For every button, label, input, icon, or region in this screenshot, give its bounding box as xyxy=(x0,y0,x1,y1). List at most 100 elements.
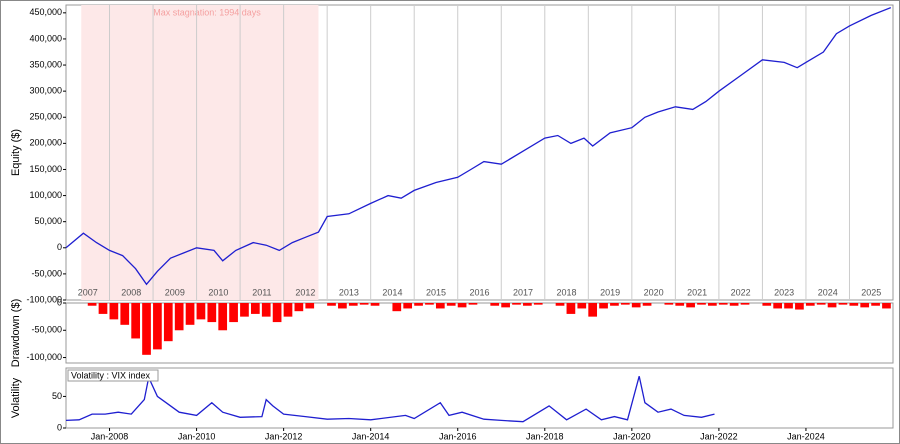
year-label: 2019 xyxy=(600,287,620,297)
y-tick-label: 100,000 xyxy=(29,190,62,200)
year-label: 2024 xyxy=(818,287,838,297)
bar xyxy=(261,303,271,317)
year-label: 2009 xyxy=(165,287,185,297)
stagnation-span xyxy=(81,5,319,300)
bar xyxy=(446,303,456,306)
year-label: 2015 xyxy=(426,287,446,297)
bar xyxy=(414,303,423,306)
year-label: 2023 xyxy=(774,287,794,297)
bar xyxy=(142,303,151,355)
bar xyxy=(533,303,543,305)
bar xyxy=(501,303,510,308)
bar xyxy=(153,303,162,350)
bar xyxy=(250,303,260,314)
y-tick-label: 0 xyxy=(57,242,62,252)
bar xyxy=(816,303,826,305)
x-tick-label: Jan-2020 xyxy=(613,431,651,441)
bar xyxy=(272,303,282,323)
x-tick-label: Jan-2024 xyxy=(787,431,825,441)
year-label: 2010 xyxy=(208,287,228,297)
bar xyxy=(871,303,880,306)
bar xyxy=(109,303,119,320)
y-tick-label: 400,000 xyxy=(29,33,62,43)
y-tick-label: 300,000 xyxy=(29,86,62,96)
bar xyxy=(588,303,598,317)
bar xyxy=(860,303,870,308)
y-tick-label: 50 xyxy=(52,391,62,401)
year-label: 2013 xyxy=(339,287,359,297)
bar xyxy=(882,303,891,309)
bar xyxy=(283,303,293,317)
bar xyxy=(577,303,587,309)
bar xyxy=(240,303,249,317)
bar xyxy=(512,303,521,305)
year-label: 2007 xyxy=(78,287,98,297)
x-tick-label: Jan-2008 xyxy=(91,431,129,441)
line xyxy=(65,6,892,286)
bar xyxy=(795,303,804,310)
bar xyxy=(686,303,695,308)
year-label: 2008 xyxy=(121,287,141,297)
bar xyxy=(784,303,793,309)
year-label: 2011 xyxy=(252,287,271,297)
bar xyxy=(468,303,478,305)
bar xyxy=(675,303,685,306)
bar xyxy=(827,303,837,308)
y-tick-label: -100,000 xyxy=(26,352,62,362)
y-tick-label: 150,000 xyxy=(29,164,62,174)
y-tick-label: -50,000 xyxy=(31,268,62,278)
bar xyxy=(370,303,380,306)
y-tick-label: 450,000 xyxy=(29,7,62,17)
year-label: 2016 xyxy=(469,287,489,297)
bar xyxy=(338,303,347,309)
year-label: 2020 xyxy=(644,287,664,297)
year-label: 2014 xyxy=(382,287,402,297)
bar xyxy=(762,303,772,306)
x-tick-label: Jan-2016 xyxy=(439,431,477,441)
bar xyxy=(729,303,739,306)
bar xyxy=(185,303,195,325)
year-label: 2022 xyxy=(731,287,751,297)
bar xyxy=(174,303,184,331)
plot-area xyxy=(65,367,894,429)
bar xyxy=(425,303,434,305)
y-axis-label: Volatility xyxy=(10,377,22,418)
bar xyxy=(718,303,728,305)
bar xyxy=(392,303,402,312)
bar xyxy=(435,303,445,309)
year-label: 2017 xyxy=(513,287,533,297)
legend-box xyxy=(67,369,159,382)
x-tick-label: Jan-2010 xyxy=(178,431,216,441)
year-label: 2021 xyxy=(687,287,707,297)
bar xyxy=(229,303,238,323)
bar xyxy=(87,303,97,306)
bar xyxy=(207,303,217,323)
bar xyxy=(327,303,336,306)
bar xyxy=(555,303,565,306)
legend-label: Volatility : VIX index xyxy=(71,370,151,380)
x-tick-label: Jan-2014 xyxy=(352,431,390,441)
year-label: 2025 xyxy=(861,287,881,297)
y-axis-label: Drawdown ($) xyxy=(10,299,22,367)
bar xyxy=(523,303,532,306)
bar xyxy=(642,303,652,306)
bar xyxy=(620,303,630,305)
y-tick-label: -50,000 xyxy=(31,325,62,335)
y-tick-label: 0 xyxy=(57,297,62,307)
y-tick-label: 200,000 xyxy=(29,138,62,148)
bar xyxy=(599,303,608,309)
bar xyxy=(490,303,500,306)
bar xyxy=(631,303,641,308)
bar xyxy=(457,303,467,308)
bar xyxy=(740,303,750,305)
bar xyxy=(294,303,304,312)
y-tick-label: -100,000 xyxy=(26,294,62,304)
bar xyxy=(664,303,674,305)
bar xyxy=(120,303,130,325)
y-axis-label: Equity ($) xyxy=(10,129,22,176)
year-label: 2012 xyxy=(295,287,315,297)
bar xyxy=(849,303,859,306)
bar xyxy=(218,303,228,331)
bar xyxy=(708,303,717,306)
